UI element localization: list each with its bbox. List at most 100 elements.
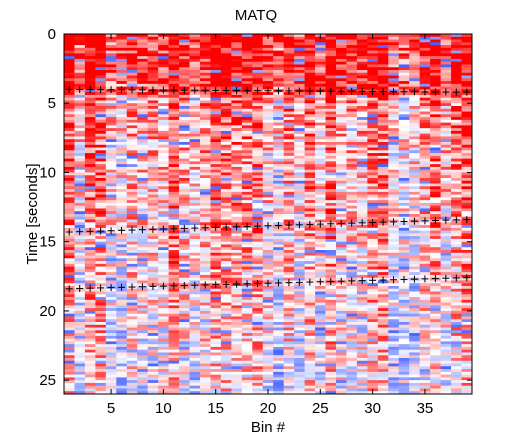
heatmap-cell <box>294 56 306 60</box>
heatmap-cell <box>315 269 326 273</box>
heatmap-cell <box>315 214 326 218</box>
heatmap-cell <box>273 78 285 82</box>
heatmap-cell <box>325 39 337 43</box>
heatmap-cell <box>419 158 431 162</box>
heatmap-cell <box>346 388 358 392</box>
heatmap-cell <box>147 299 159 304</box>
heatmap-cell <box>325 247 337 251</box>
heatmap-cell <box>210 191 222 196</box>
heatmap-cell <box>430 341 442 345</box>
heatmap-cell <box>137 211 149 215</box>
heatmap-cell <box>64 308 75 312</box>
heatmap-cell <box>116 136 128 140</box>
heatmap-cell <box>409 178 421 182</box>
heatmap-cell <box>220 191 232 196</box>
heatmap-cell <box>451 103 462 107</box>
heatmap-cell <box>241 108 253 112</box>
heatmap-cell <box>388 333 400 337</box>
heatmap-cell <box>451 50 462 54</box>
heatmap-cell <box>168 385 180 389</box>
heatmap-cell <box>95 153 107 157</box>
heatmap-cell <box>294 236 306 240</box>
heatmap-cell <box>168 100 180 104</box>
heatmap-cell <box>200 70 211 74</box>
heatmap-cell <box>252 197 264 201</box>
heatmap-cell <box>262 363 274 367</box>
heatmap-cell <box>398 100 410 104</box>
heatmap-cell <box>315 330 326 334</box>
heatmap-cell <box>398 330 410 334</box>
heatmap-cell <box>200 216 211 220</box>
heatmap-cell <box>158 64 170 68</box>
heatmap-cell <box>158 144 170 148</box>
heatmap-cell <box>74 369 86 373</box>
heatmap-cell <box>346 106 358 110</box>
heatmap-cell <box>252 277 264 281</box>
heatmap-cell <box>294 83 306 88</box>
heatmap-cell <box>398 382 410 387</box>
heatmap-cell <box>168 180 180 184</box>
heatmap-cell <box>356 47 368 52</box>
heatmap-cell <box>388 172 400 176</box>
heatmap-cell <box>126 142 138 146</box>
heatmap-cell <box>179 230 190 234</box>
heatmap-cell <box>231 297 243 301</box>
heatmap-cell <box>356 227 368 232</box>
heatmap-cell <box>74 255 86 259</box>
heatmap-cell <box>95 222 107 226</box>
heatmap-cell <box>252 382 264 387</box>
heatmap-cell <box>179 150 190 154</box>
heatmap-cell <box>419 363 431 367</box>
heatmap-cell <box>158 319 170 323</box>
heatmap-cell <box>440 50 452 54</box>
heatmap-cell <box>409 164 421 168</box>
heatmap-cell <box>241 371 253 376</box>
heatmap-cell <box>95 308 107 312</box>
heatmap-cell <box>95 183 107 187</box>
heatmap-cell <box>377 299 389 304</box>
heatmap-cell <box>168 216 180 220</box>
heatmap-cell <box>74 274 86 279</box>
heatmap-cell <box>105 155 117 160</box>
heatmap-cell <box>273 358 285 362</box>
heatmap-cell <box>74 155 86 160</box>
heatmap-cell <box>168 194 180 198</box>
heatmap-cell <box>231 130 243 135</box>
heatmap-cell <box>168 341 180 345</box>
heatmap-cell <box>346 341 358 345</box>
heatmap-cell <box>273 186 285 190</box>
heatmap-cell <box>74 327 86 331</box>
heatmap-cell <box>210 178 222 182</box>
heatmap-cell <box>398 45 410 49</box>
heatmap-cell <box>126 186 138 190</box>
heatmap-cell <box>105 144 117 148</box>
heatmap-cell <box>189 305 201 309</box>
heatmap-cell <box>315 72 326 76</box>
heatmap-cell <box>158 147 170 151</box>
heatmap-cell <box>461 125 473 129</box>
heatmap-cell <box>168 139 180 143</box>
heatmap-cell <box>304 374 316 378</box>
heatmap-cell <box>189 377 201 381</box>
heatmap-cell <box>377 355 389 359</box>
heatmap-cell <box>210 266 222 270</box>
heatmap-cell <box>419 142 431 146</box>
heatmap-cell <box>304 341 316 345</box>
heatmap-cell <box>200 261 211 265</box>
heatmap-cell <box>377 78 389 82</box>
heatmap-cell <box>168 305 180 309</box>
heatmap-cell <box>304 261 316 265</box>
heatmap-cell <box>168 360 180 364</box>
heatmap-cell <box>116 172 128 176</box>
heatmap-cell <box>409 166 421 171</box>
heatmap-cell <box>179 366 190 370</box>
heatmap-cell <box>64 374 75 378</box>
heatmap-cell <box>325 67 337 71</box>
heatmap-cell <box>220 374 232 378</box>
heatmap-cell <box>116 352 128 356</box>
heatmap-cell <box>210 250 222 254</box>
heatmap-cell <box>147 244 159 248</box>
heatmap-cell <box>356 114 368 118</box>
heatmap-cell <box>84 294 96 298</box>
heatmap-cell <box>430 75 442 79</box>
